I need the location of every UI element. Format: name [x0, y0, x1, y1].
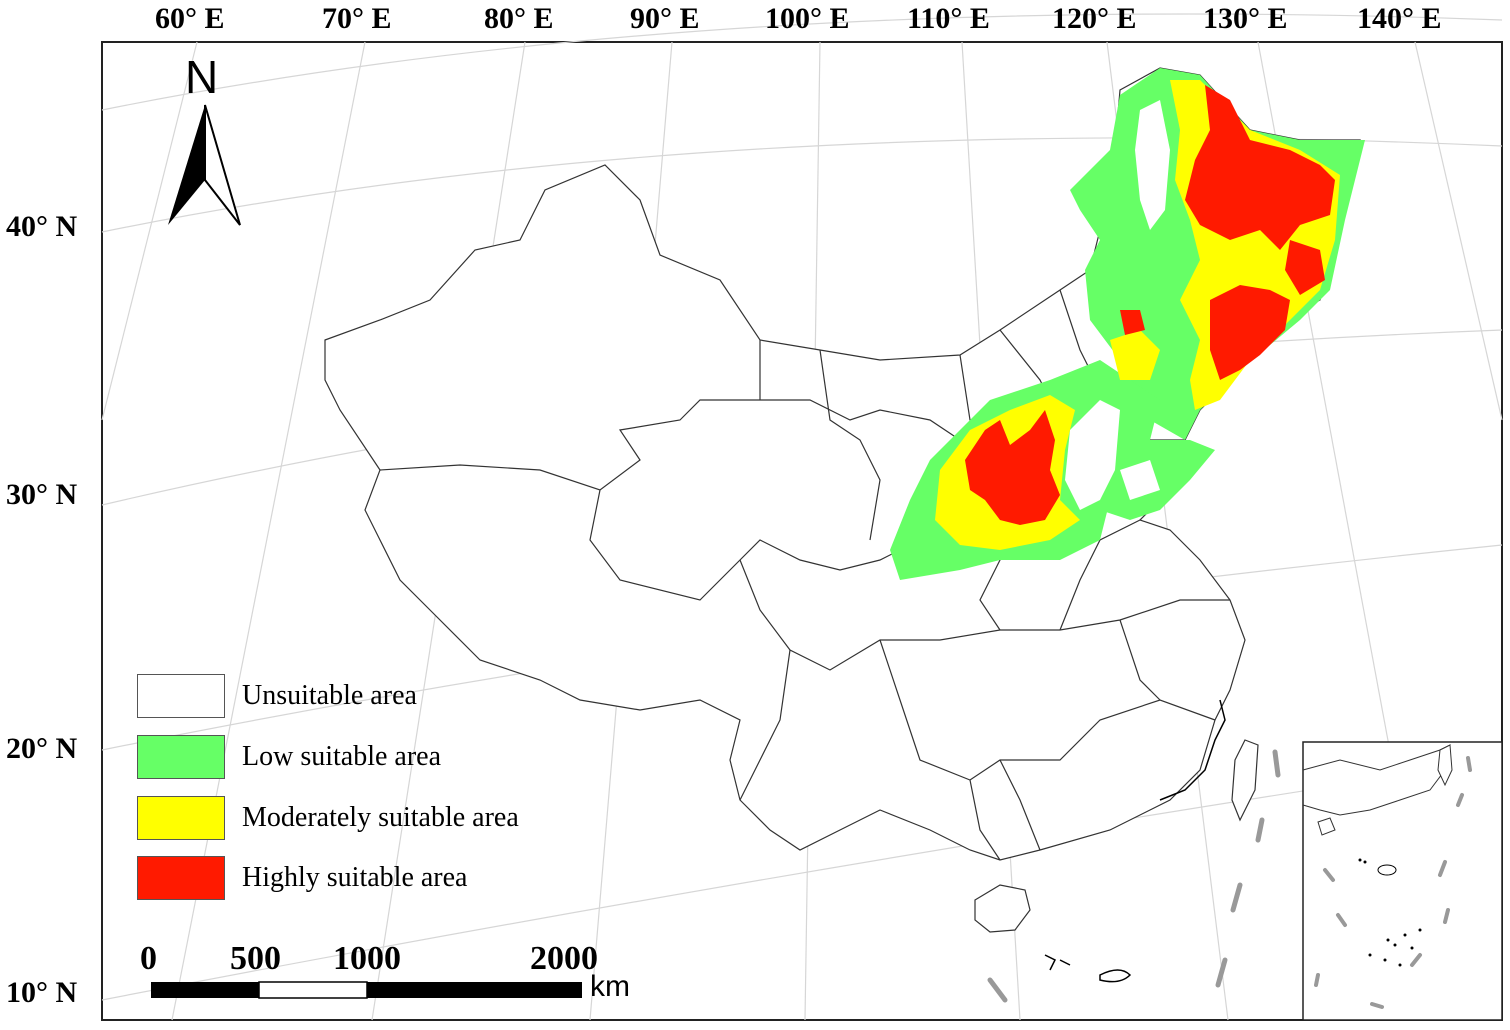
latitude-label-40: 40° N — [6, 210, 78, 243]
longitude-label-140: 140° E — [1357, 2, 1442, 35]
longitude-label-60: 60° E — [155, 2, 225, 35]
north-label: N — [185, 51, 219, 103]
map-border — [101, 41, 1503, 1021]
high-suitable-zones — [965, 85, 1335, 525]
scale-bar — [151, 981, 582, 999]
taiwan-island — [1231, 739, 1259, 822]
legend-swatch-moderate — [137, 796, 225, 840]
scale-tick-2000: 2000 — [530, 940, 598, 977]
legend-item-low: Low suitable area — [137, 734, 441, 780]
longitude-label-110: 110° E — [907, 2, 990, 35]
north-arrow-icon — [168, 104, 241, 226]
longitude-label-120: 120° E — [1052, 2, 1137, 35]
longitude-label-90: 90° E — [630, 2, 700, 35]
inset-map — [1302, 741, 1503, 1021]
nine-dash-line — [987, 749, 1281, 1003]
legend-label-moderate: Moderately suitable area — [242, 802, 519, 833]
legend-swatch-high — [137, 856, 225, 900]
coastal-islands — [1044, 699, 1226, 983]
scale-tick-1000: 1000 — [333, 940, 401, 977]
longitude-label-130: 130° E — [1203, 2, 1288, 35]
longitude-label-70: 70° E — [322, 2, 392, 35]
legend-swatch-low — [137, 735, 225, 779]
legend-item-high: Highly suitable area — [137, 855, 467, 901]
hainan-island — [974, 884, 1031, 933]
longitude-label-100: 100° E — [765, 2, 850, 35]
scale-tick-500: 500 — [230, 940, 281, 977]
legend-label-unsuitable: Unsuitable area — [242, 680, 417, 711]
latitude-label-20: 20° N — [6, 732, 78, 765]
latitude-label-30: 30° N — [6, 478, 78, 511]
legend-item-unsuitable: Unsuitable area — [137, 673, 417, 719]
unsuitable-holes — [1065, 100, 1170, 510]
legend-swatch-unsuitable — [137, 674, 225, 718]
legend-label-high: Highly suitable area — [242, 862, 468, 893]
latitude-label-10: 10° N — [6, 976, 78, 1009]
legend-item-moderate: Moderately suitable area — [137, 795, 519, 841]
longitude-label-80: 80° E — [484, 2, 554, 35]
scale-unit: km — [590, 970, 630, 1003]
legend-label-low: Low suitable area — [242, 741, 442, 772]
scale-tick-0: 0 — [140, 940, 157, 977]
